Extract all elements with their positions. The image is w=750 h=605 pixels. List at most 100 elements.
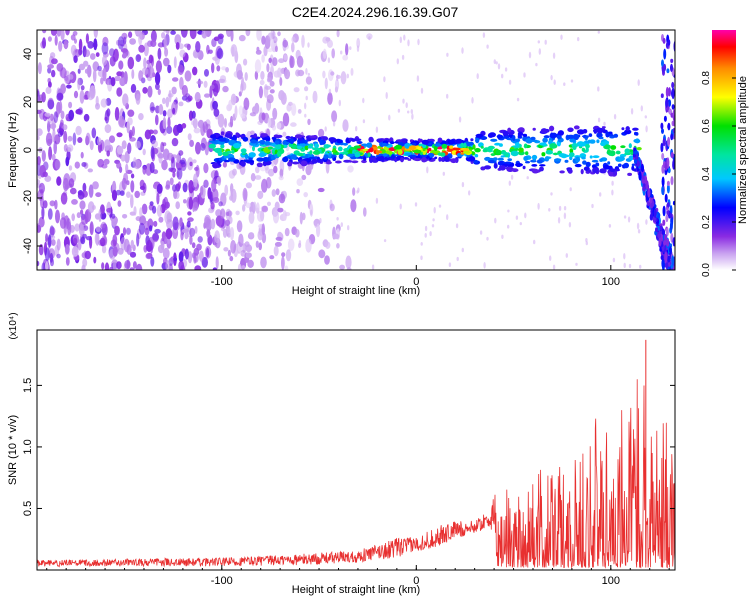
spectrogram-noise-cell	[558, 205, 562, 211]
spectrogram-noise-cell	[407, 39, 410, 47]
spectrogram-noise-cell	[356, 45, 360, 52]
spectrogram-noise-cell	[494, 217, 497, 224]
spectrogram-noise-cell	[37, 179, 41, 185]
spectrogram-signal-cell	[250, 139, 258, 144]
spectrogram-signal-cell	[493, 157, 498, 161]
spectrogram-noise-cell	[74, 161, 81, 169]
spectrogram-noise-cell	[135, 263, 143, 270]
spectrogram-noise-cell	[297, 69, 305, 77]
spectrogram-noise-cell	[150, 146, 155, 160]
spectrogram-noise-cell	[336, 74, 339, 82]
spectrogram-signal-cell	[437, 137, 443, 143]
spectrogram-noise-cell	[241, 265, 246, 270]
spectrogram-noise-cell	[275, 188, 280, 196]
spectrogram-signal-cell	[449, 139, 455, 145]
spectrogram-noise-cell	[167, 116, 171, 129]
spectrogram-noise-cell	[178, 43, 184, 50]
spectrogram-noise-cell	[305, 76, 312, 85]
spectrogram-noise-cell	[97, 158, 105, 168]
spectrogram-noise-cell	[148, 54, 154, 64]
spectrogram-noise-cell	[403, 34, 406, 41]
spectrogram-noise-cell	[171, 137, 179, 147]
spectrogram-noise-cell	[318, 249, 326, 259]
spectrogram-noise-cell	[189, 235, 193, 245]
spectrogram-signal-cell	[662, 138, 666, 147]
spectrogram-noise-cell	[42, 200, 48, 209]
spectrogram-noise-cell	[199, 250, 204, 262]
spectrogram-noise-cell	[95, 192, 102, 198]
snr-panel: -100 0 100 0.5 1.0 1.5 Height of straight li…	[7, 312, 676, 596]
spectrogram-noise-cell	[248, 232, 255, 238]
spectrogram-noise-cell	[274, 241, 282, 247]
spectrogram-noise-cell	[52, 128, 56, 143]
spectrogram-noise-cell	[65, 257, 70, 266]
spectrogram-noise-cell	[100, 224, 106, 229]
spectrogram-noise-cell	[259, 79, 265, 86]
spectrogram-signal-cell	[222, 151, 229, 156]
spectrogram-noise-cell	[640, 105, 643, 112]
spectrogram-noise-cell	[245, 252, 252, 259]
spectrogram-signal-cell	[325, 161, 332, 165]
spectrogram-noise-cell	[266, 94, 274, 104]
spectrogram-signal-cell	[672, 282, 675, 287]
spectrogram-noise-cell	[173, 56, 177, 69]
spectrogram-signal-cell	[367, 152, 371, 157]
spectrogram-noise-cell	[570, 79, 574, 83]
spectrogram-noise-cell	[644, 115, 647, 119]
spectrogram-noise-cell	[345, 255, 352, 269]
spectrogram-signal-cell	[449, 145, 454, 149]
spectrogram-signal-cell	[512, 135, 516, 141]
spectrogram-noise-cell	[143, 57, 147, 69]
spectrogram-noise-cell	[254, 59, 262, 73]
spectrogram-signal-cell	[274, 140, 280, 145]
spectrogram-noise-cell	[304, 113, 307, 118]
spectrogram-signal-cell	[661, 228, 666, 236]
spectrogram-signal-cell	[468, 156, 476, 162]
spectrogram-signal-cell	[314, 143, 319, 148]
spectrogram-noise-cell	[261, 54, 265, 63]
spectrogram-noise-cell	[336, 243, 340, 249]
spectrogram-signal-cell	[434, 156, 438, 160]
spectrogram-noise-cell	[48, 146, 53, 161]
spectrogram-noise-cell	[483, 262, 486, 269]
spectrogram-noise-cell	[455, 223, 459, 229]
spectrogram-noise-cell	[222, 85, 229, 93]
spectrogram-signal-cell	[507, 127, 512, 133]
spectrogram-noise-cell	[250, 173, 256, 182]
spectrogram-signal-cell	[402, 157, 409, 160]
spectrogram-signal-cell	[557, 130, 565, 136]
spectrogram-noise-cell	[507, 209, 510, 213]
snr-y-scale-label: (x10⁴)	[8, 312, 19, 339]
spectrogram-noise-cell	[152, 221, 157, 226]
spectrogram-noise-cell	[116, 161, 122, 169]
spectrogram-noise-cell	[100, 212, 107, 220]
spectrogram-noise-cell	[284, 227, 290, 237]
spectrogram-noise-cell	[104, 139, 111, 151]
spectrogram-signal-cell	[259, 139, 266, 145]
spectrogram-signal-cell	[665, 86, 669, 98]
spectrogram-noise-cell	[191, 110, 196, 119]
spectrogram-signal-cell	[390, 155, 396, 159]
spectrogram-noise-cell	[327, 57, 331, 64]
spectrogram-noise-cell	[204, 69, 209, 77]
spectrogram-signal-cell	[647, 187, 651, 198]
spectrogram-signal-cell	[342, 151, 349, 155]
spectrogram-noise-cell	[383, 239, 387, 243]
spectrogram-noise-cell	[110, 77, 116, 87]
spectrogram-noise-cell	[424, 225, 428, 232]
spectrogram-signal-cell	[531, 164, 538, 167]
spectrogram-signal-cell	[544, 156, 550, 161]
spectrogram-signal-cell	[628, 143, 632, 149]
spectrogram-signal-cell	[663, 115, 667, 122]
spectrogram-noise-cell	[116, 145, 124, 155]
spectrogram-noise-cell	[176, 123, 184, 133]
spectrogram-signal-cell	[582, 160, 587, 165]
spectrogram-noise-cell	[103, 158, 110, 165]
spectrogram-noise-cell	[90, 53, 96, 60]
spectrogram-noise-cell	[63, 144, 68, 152]
spectrogram-signal-cell	[664, 193, 668, 203]
spectrogram-noise-cell	[56, 253, 61, 259]
spectrogram-noise-cell	[284, 212, 291, 217]
spectrogram-noise-cell	[42, 30, 47, 34]
spectrogram-noise-cell	[591, 203, 594, 209]
